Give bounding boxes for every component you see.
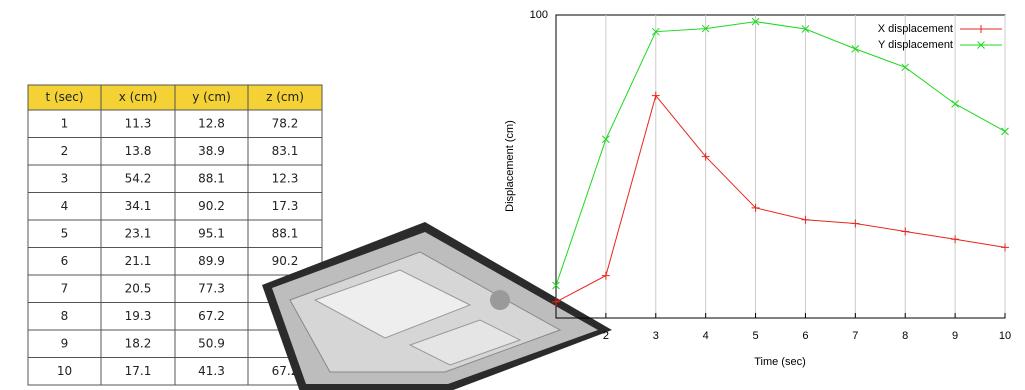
cell-text: 90.2 xyxy=(198,199,225,213)
cell-text: 34.1 xyxy=(125,199,152,213)
cell-text: 8 xyxy=(61,309,69,323)
cell-text: 78.2 xyxy=(272,116,299,130)
point-marker xyxy=(851,220,859,228)
cell-text: 4 xyxy=(61,199,69,213)
plot-frame xyxy=(556,15,1005,318)
x-tick-label: 8 xyxy=(902,330,908,342)
cell-text: 54.2 xyxy=(125,171,152,185)
cell-text: 95.1 xyxy=(198,226,225,240)
cell-text: 12.3 xyxy=(272,171,299,185)
x-tick-label: 6 xyxy=(802,330,808,342)
point-marker xyxy=(901,227,909,235)
cell-text: 11.3 xyxy=(125,116,152,130)
cell-text: 90.2 xyxy=(272,254,299,268)
series-line xyxy=(556,22,1005,286)
cell-text: 2 xyxy=(61,144,69,158)
cell-text: 12.8 xyxy=(198,116,225,130)
x-axis-label: Time (sec) xyxy=(754,356,806,368)
x-tick-label: 7 xyxy=(852,330,858,342)
cell-text: 17.3 xyxy=(272,199,299,213)
x-tick-label: 4 xyxy=(703,330,709,342)
cell-text: 41.3 xyxy=(198,364,225,378)
legend-label: X displacement xyxy=(878,23,953,35)
cell-text: 20.5 xyxy=(125,281,152,295)
cell-text: 77.3 xyxy=(198,281,225,295)
cell-text: 3 xyxy=(61,171,69,185)
series-line xyxy=(556,96,1005,302)
page: t (sec)x (cm)y (cm)z (cm)111.312.878.221… xyxy=(0,0,1025,390)
cell-text: 17.1 xyxy=(125,364,152,378)
point-marker xyxy=(602,272,610,280)
cell-text: 1 xyxy=(61,116,69,130)
x-tick-label: 5 xyxy=(752,330,758,342)
header-text: x (cm) xyxy=(119,90,158,104)
cell-text: 9 xyxy=(61,336,69,350)
x-tick-label: 2 xyxy=(603,330,609,342)
header-text: y (cm) xyxy=(192,90,231,104)
cell-text: 23.1 xyxy=(125,226,152,240)
cell-text: 88.1 xyxy=(198,171,225,185)
chart: 2 3 4 5 6 7 8 9 10 100 X displacement Y displacemen… xyxy=(530,9,1011,342)
cell-text: 7 xyxy=(61,281,69,295)
cell-text: 13.8 xyxy=(125,144,152,158)
point-marker xyxy=(951,235,959,243)
point-marker xyxy=(1001,243,1009,251)
legend-marker xyxy=(977,25,985,33)
header-text: z (cm) xyxy=(266,90,304,104)
x-tick-label: 3 xyxy=(653,330,659,342)
point-marker xyxy=(801,216,809,224)
y-axis-label: Displacement (cm) xyxy=(504,120,516,212)
cell-text: 67.2 xyxy=(198,309,225,323)
cell-text: 6 xyxy=(61,254,69,268)
cell-text: 5 xyxy=(61,226,69,240)
cell-text: 50.9 xyxy=(198,336,225,350)
cell-text: 19.3 xyxy=(125,309,152,323)
header-text: t (sec) xyxy=(45,90,83,104)
cell-text: 89.9 xyxy=(198,254,225,268)
cell-text: 10 xyxy=(57,364,72,378)
cell-text: 38.9 xyxy=(198,144,225,158)
cell-text: 21.1 xyxy=(125,254,152,268)
cell-text: 83.1 xyxy=(272,144,299,158)
x-tick-label: 9 xyxy=(952,330,958,342)
cell-text: 88.1 xyxy=(272,226,299,240)
y-tick-label: 100 xyxy=(530,9,548,21)
x-tick-label: 10 xyxy=(999,330,1011,342)
cell-text: 18.2 xyxy=(125,336,152,350)
legend-label: Y displacement xyxy=(878,39,953,51)
